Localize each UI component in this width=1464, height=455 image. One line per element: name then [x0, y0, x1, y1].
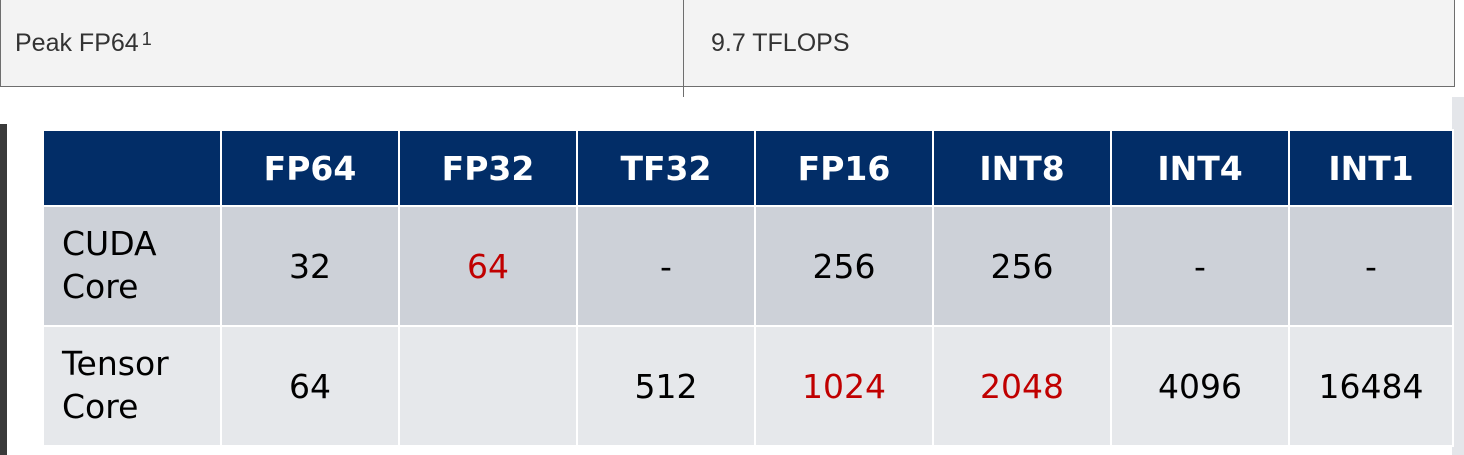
- row-label-tensor-core: Tensor Core: [42, 325, 222, 447]
- cell-cuda-int1: -: [1288, 205, 1454, 327]
- header-tf32: TF32: [576, 129, 756, 207]
- spec-value-cell: 9.7 TFLOPS: [684, 0, 1454, 86]
- header-corner: [42, 129, 222, 207]
- cell-tensor-fp32: [398, 325, 578, 447]
- cell-tensor-int4: 4096: [1110, 325, 1290, 447]
- header-int8: INT8: [932, 129, 1112, 207]
- spec-row: Peak FP64 1 9.7 TFLOPS: [0, 0, 1455, 87]
- spec-name-cell: Peak FP64 1: [1, 0, 684, 86]
- cell-cuda-int8: 256: [932, 205, 1112, 327]
- header-int4: INT4: [1110, 129, 1290, 207]
- row-label-line1: Tensor: [62, 344, 169, 384]
- cell-cuda-fp16: 256: [754, 205, 934, 327]
- right-edge-fragment: [1452, 97, 1464, 455]
- cell-cuda-fp64: 32: [220, 205, 400, 327]
- cell-tensor-int8: 2048: [932, 325, 1112, 447]
- spec-value-label: 9.7 TFLOPS: [711, 28, 850, 57]
- left-edge-bar: [0, 124, 7, 455]
- header-fp16: FP16: [754, 129, 934, 207]
- table-header-row: FP64 FP32 TF32 FP16 INT8 INT4 INT1: [42, 129, 1454, 207]
- spec-footnote-marker: 1: [141, 28, 152, 49]
- spec-name-label: Peak FP64: [15, 28, 139, 57]
- cell-tensor-int1: 16484: [1288, 325, 1454, 447]
- header-int1: INT1: [1288, 129, 1454, 207]
- ops-per-clock-table: FP64 FP32 TF32 FP16 INT8 INT4 INT1 CUDA …: [42, 129, 1454, 447]
- cell-cuda-int4: -: [1110, 205, 1290, 327]
- row-label-line2: Core: [62, 387, 139, 426]
- cell-tensor-fp16: 1024: [754, 325, 934, 447]
- cell-tensor-fp64: 64: [220, 325, 400, 447]
- row-label-cuda-core: CUDA Core: [42, 205, 222, 327]
- divider-stub: [683, 87, 684, 97]
- row-label-line1: CUDA: [62, 224, 157, 264]
- table-row-tensor-core: Tensor Core 64 512 1024 2048 4096 16484: [42, 325, 1454, 447]
- table-row-cuda-core: CUDA Core 32 64 - 256 256 - -: [42, 205, 1454, 327]
- cell-cuda-fp32: 64: [398, 205, 578, 327]
- header-fp32: FP32: [398, 129, 578, 207]
- cell-tensor-tf32: 512: [576, 325, 756, 447]
- cell-cuda-tf32: -: [576, 205, 756, 327]
- row-label-line2: Core: [62, 267, 139, 306]
- header-fp64: FP64: [220, 129, 400, 207]
